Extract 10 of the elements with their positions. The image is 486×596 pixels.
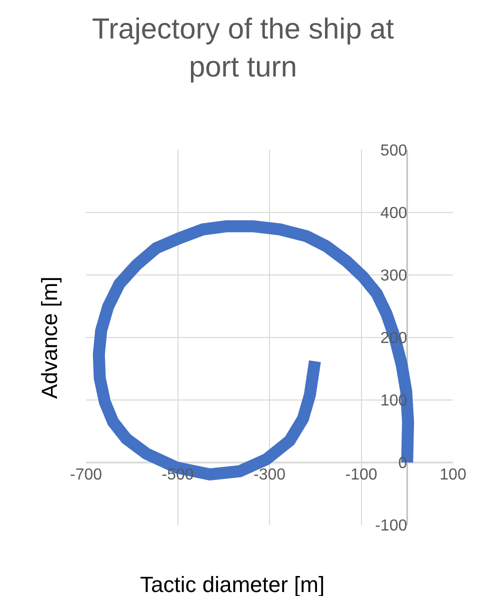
y-axis-title: Advance [m] bbox=[36, 276, 62, 399]
x-tick-label: -700 bbox=[70, 466, 102, 484]
x-tick-label: -100 bbox=[345, 466, 378, 484]
y-tick-label: 400 bbox=[380, 205, 408, 222]
chart-title: Trajectory of the ship at port turn bbox=[92, 14, 394, 84]
y-tick-label: -100 bbox=[375, 518, 408, 535]
x-tick-label: -300 bbox=[253, 466, 286, 484]
y-tick-label: 300 bbox=[380, 268, 408, 285]
x-tick-label: 100 bbox=[440, 466, 466, 484]
y-tick-label: 500 bbox=[380, 142, 408, 160]
